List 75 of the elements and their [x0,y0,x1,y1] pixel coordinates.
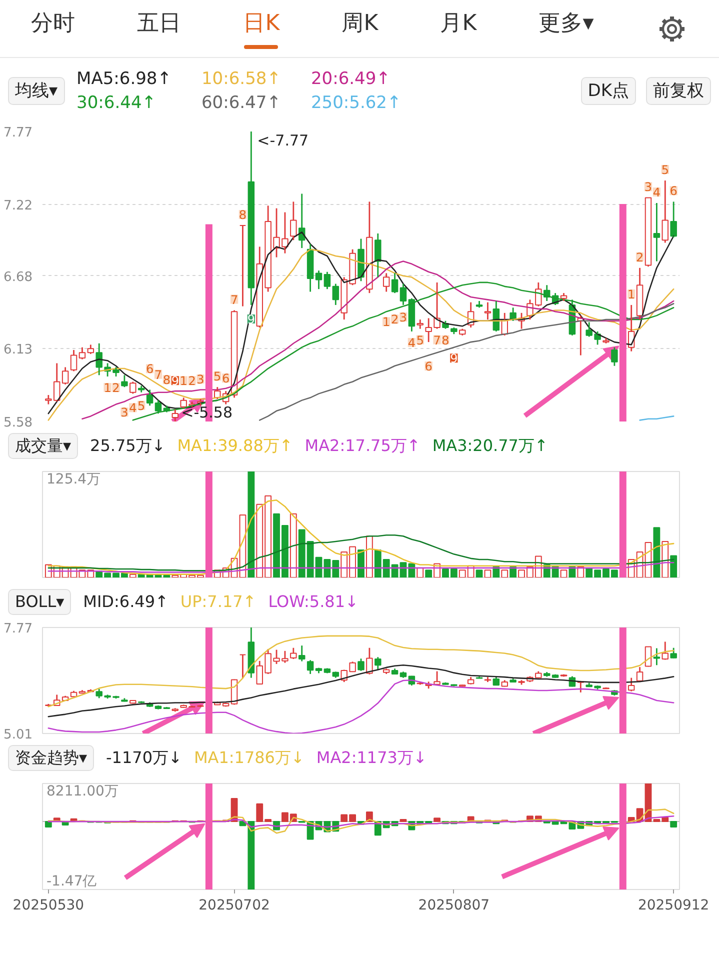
text: MA2:1173万↓ [316,746,427,769]
legend-title: 资金趋势▾ [8,744,94,772]
text: 1 [382,315,390,330]
text: 3 [196,372,204,386]
text: 20:6.49↑ [310,68,392,90]
text: 月K [440,10,477,38]
text: 3 [120,406,128,420]
text: MID:6.49↑ [83,590,168,613]
text: 6 [670,184,678,198]
text: 日K [243,10,280,38]
y-tick-label: 7.22 [4,198,33,214]
text: 8 [442,333,450,348]
text: 更多▾ [538,10,594,38]
annotation: 125.4万 [46,472,101,488]
y-tick-label: 5.01 [4,728,33,742]
text: 7 [433,333,441,348]
annotation: <-7.77 [257,132,309,150]
text: LOW:5.81↓ [268,590,358,613]
text: 7 [154,368,162,382]
text: 4 [408,336,416,350]
text: 8 [162,373,171,388]
y-tick-label: 5.58 [4,416,33,430]
text: -1170万↓ [106,746,182,769]
text: 9 [247,312,255,326]
text: DK点 [580,76,636,106]
text: 2 [112,380,120,395]
text: 6 [222,372,230,386]
y-tick-label: 7.77 [4,622,33,636]
annotation: -1.47亿 [46,874,97,890]
text: 60:6.47↑ [201,92,281,114]
y-tick-label: 7.77 [4,126,33,140]
legend-title: BOLL▾ [8,588,72,616]
text: MA5:6.98↑ [76,68,172,90]
text: 5 [214,370,222,384]
text: MA1:39.88万↑ [177,434,293,457]
text: 前复权 [646,76,711,106]
text: 2 [636,250,644,264]
text: MA2:17.75万↑ [304,434,420,457]
text: 30:6.44↑ [76,92,158,114]
text: 9 [450,352,458,366]
text: 25.75万↓ [90,434,166,457]
text: MA1:1786万↓ [194,746,304,769]
text: 4 [129,401,137,416]
text: 3 [399,310,408,324]
annotation: 8211.00万 [46,784,118,800]
text: 9 [171,374,179,388]
text: 6 [424,360,432,374]
x-tick-label: 20250702 [198,898,270,914]
text: UP:7.17↑ [180,590,256,613]
text: 3 [644,180,652,194]
legend-title: 成交量▾ [8,432,78,460]
text: 6 [146,362,154,376]
text: 五日 [137,10,182,38]
text: MA3:20.77万↑ [432,434,548,457]
x-tick-label: 20250807 [418,898,490,914]
text: 2 [188,374,196,388]
text: 250:5.62↑ [310,92,402,114]
x-tick-label: 20250530 [12,898,84,914]
text: 8 [238,208,247,222]
text: 1 [104,380,112,395]
text: 7 [230,292,238,307]
text: 2 [390,312,399,327]
legend-title: 均线▾ [8,76,65,106]
text: 5 [661,162,669,177]
text: 10:6.58↑ [201,68,281,90]
y-tick-label: 6.68 [4,270,33,285]
text: 分时 [31,10,76,38]
y-tick-label: 6.13 [4,342,33,358]
text: 1 [628,287,636,302]
text: 1 [180,374,188,388]
text: 周K [342,10,378,38]
x-tick-label: 20250912 [638,898,710,914]
text: 4 [652,186,661,200]
text: 5 [138,398,146,413]
text: 5 [416,333,424,348]
